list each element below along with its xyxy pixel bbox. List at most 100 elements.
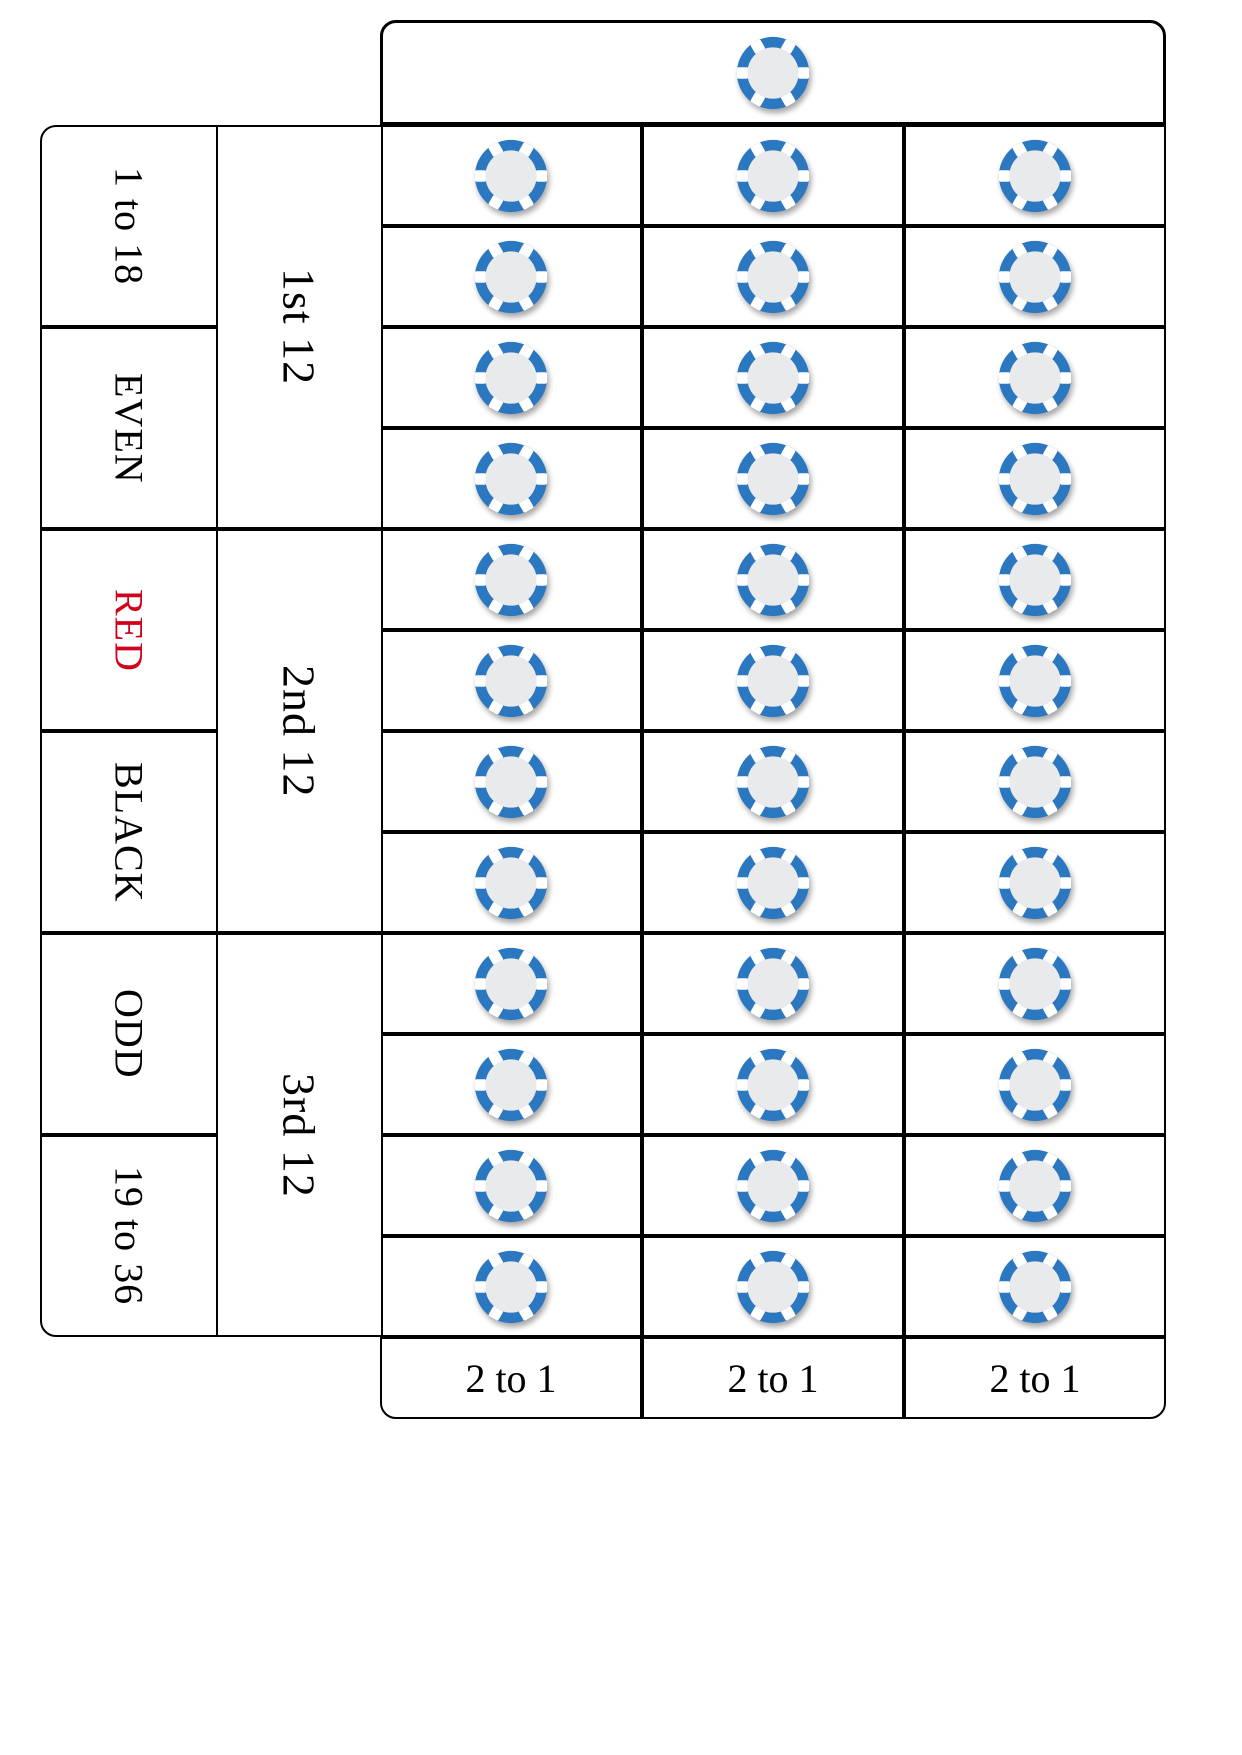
- outside-bet-odd[interactable]: ODD: [40, 933, 218, 1135]
- number-cell[interactable]: [642, 1034, 904, 1135]
- chip-icon: [473, 1249, 549, 1325]
- chip-icon: [735, 239, 811, 315]
- number-grid: [380, 125, 1166, 1337]
- number-cell[interactable]: [380, 1034, 642, 1135]
- number-cell[interactable]: [380, 529, 642, 630]
- dozen-bet-1[interactable]: 1st 12: [215, 125, 383, 529]
- chip-icon: [997, 340, 1073, 416]
- number-cell[interactable]: [642, 630, 904, 731]
- chip-icon: [473, 744, 549, 820]
- number-cell[interactable]: [380, 832, 642, 933]
- chip-icon: [735, 744, 811, 820]
- number-cell[interactable]: [642, 933, 904, 1034]
- number-cell[interactable]: [904, 630, 1166, 731]
- outside-bet-label: 1 to 18: [106, 167, 153, 285]
- number-cell[interactable]: [642, 1135, 904, 1236]
- chip-icon: [735, 138, 811, 214]
- chip-icon: [473, 1047, 549, 1123]
- chip-icon: [473, 643, 549, 719]
- number-cell[interactable]: [642, 731, 904, 832]
- roulette-layout-diagram: 2 to 1 2 to 1 2 to 1 1st 12 2nd 12 3rd 1…: [0, 0, 1242, 1755]
- number-cell[interactable]: [904, 933, 1166, 1034]
- outside-bet-label: ODD: [106, 989, 153, 1079]
- dozen-bet-2[interactable]: 2nd 12: [215, 529, 383, 933]
- chip-icon: [997, 1047, 1073, 1123]
- chip-icon: [735, 441, 811, 517]
- number-cell[interactable]: [642, 125, 904, 226]
- outside-bet-even[interactable]: EVEN: [40, 327, 218, 529]
- column-bet-2[interactable]: 2 to 1: [642, 1337, 904, 1419]
- column-bet-row: 2 to 1 2 to 1 2 to 1: [380, 1337, 1166, 1419]
- number-cell[interactable]: [380, 226, 642, 327]
- chip-icon: [997, 946, 1073, 1022]
- chip-icon: [735, 35, 811, 111]
- outside-bet-label: RED: [106, 589, 153, 672]
- chip-icon: [997, 845, 1073, 921]
- number-cell[interactable]: [904, 327, 1166, 428]
- zero-cell[interactable]: [380, 20, 1166, 125]
- number-cell[interactable]: [380, 1236, 642, 1337]
- outside-bet-1to18[interactable]: 1 to 18: [40, 125, 218, 327]
- dozen-bet-column: 1st 12 2nd 12 3rd 12: [215, 125, 383, 1337]
- chip-icon: [473, 1148, 549, 1224]
- chip-icon: [735, 1148, 811, 1224]
- number-cell[interactable]: [380, 327, 642, 428]
- number-cell[interactable]: [904, 529, 1166, 630]
- number-cell[interactable]: [380, 125, 642, 226]
- chip-icon: [997, 643, 1073, 719]
- number-cell[interactable]: [642, 832, 904, 933]
- number-cell[interactable]: [380, 933, 642, 1034]
- number-cell[interactable]: [904, 731, 1166, 832]
- chip-icon: [735, 946, 811, 1022]
- outside-bet-label: BLACK: [106, 762, 153, 903]
- chip-icon: [473, 542, 549, 618]
- number-cell[interactable]: [642, 1236, 904, 1337]
- number-cell[interactable]: [380, 1135, 642, 1236]
- chip-icon: [997, 441, 1073, 517]
- chip-icon: [735, 845, 811, 921]
- number-cell[interactable]: [904, 1236, 1166, 1337]
- column-bet-1[interactable]: 2 to 1: [380, 1337, 642, 1419]
- number-cell[interactable]: [904, 226, 1166, 327]
- chip-icon: [735, 1047, 811, 1123]
- chip-icon: [473, 340, 549, 416]
- chip-icon: [735, 542, 811, 618]
- outside-bet-label: EVEN: [106, 373, 153, 484]
- outside-bet-19to36[interactable]: 19 to 36: [40, 1135, 218, 1337]
- column-bet-label: 2 to 1: [727, 1355, 818, 1402]
- number-cell[interactable]: [904, 1034, 1166, 1135]
- dozen-bet-3[interactable]: 3rd 12: [215, 933, 383, 1337]
- column-bet-3[interactable]: 2 to 1: [904, 1337, 1166, 1419]
- chip-icon: [997, 542, 1073, 618]
- chip-icon: [997, 138, 1073, 214]
- number-cell[interactable]: [642, 428, 904, 529]
- number-cell[interactable]: [380, 428, 642, 529]
- chip-icon: [473, 946, 549, 1022]
- chip-icon: [997, 1148, 1073, 1224]
- number-cell[interactable]: [904, 125, 1166, 226]
- number-cell[interactable]: [904, 1135, 1166, 1236]
- number-cell[interactable]: [904, 832, 1166, 933]
- number-cell[interactable]: [380, 630, 642, 731]
- chip-icon: [735, 643, 811, 719]
- number-cell[interactable]: [904, 428, 1166, 529]
- outside-bet-red[interactable]: RED: [40, 529, 218, 731]
- chip-icon: [997, 239, 1073, 315]
- chip-icon: [997, 1249, 1073, 1325]
- number-cell[interactable]: [642, 226, 904, 327]
- column-bet-label: 2 to 1: [989, 1355, 1080, 1402]
- dozen-bet-label: 3rd 12: [273, 1073, 326, 1198]
- outside-bet-black[interactable]: BLACK: [40, 731, 218, 933]
- chip-icon: [735, 1249, 811, 1325]
- chip-icon: [473, 138, 549, 214]
- number-cell[interactable]: [642, 327, 904, 428]
- chip-icon: [473, 845, 549, 921]
- dozen-bet-label: 1st 12: [273, 268, 326, 385]
- number-cell[interactable]: [642, 529, 904, 630]
- number-cell[interactable]: [380, 731, 642, 832]
- outside-bet-column: 1 to 18 EVEN RED BLACK ODD 19 to 36: [40, 125, 218, 1337]
- dozen-bet-label: 2nd 12: [273, 665, 326, 798]
- chip-icon: [997, 744, 1073, 820]
- column-bet-label: 2 to 1: [465, 1355, 556, 1402]
- chip-icon: [473, 239, 549, 315]
